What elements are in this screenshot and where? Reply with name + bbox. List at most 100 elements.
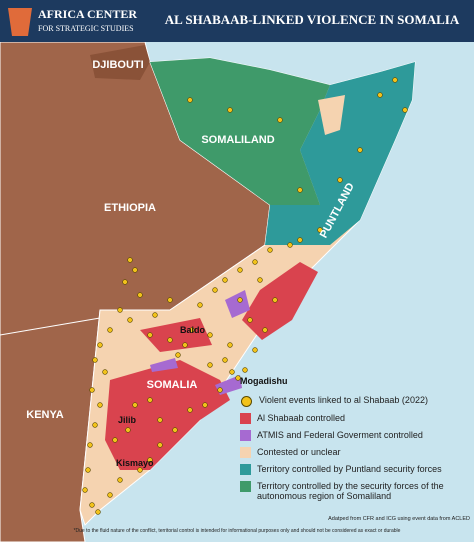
event-dot: [287, 242, 293, 248]
footnote: *Due to the fluid nature of the conflict…: [73, 528, 401, 534]
shabaab-area: [140, 318, 212, 352]
legend-text: Contested or unclear: [257, 447, 341, 457]
event-dot: [172, 427, 178, 433]
event-dot: [82, 487, 88, 493]
event-dot: [317, 227, 323, 233]
event-dot: [187, 97, 193, 103]
legend-swatch: [240, 413, 251, 424]
shabaab-area: [242, 262, 318, 340]
event-dot: [147, 457, 153, 463]
legend-text: Violent events linked to al Shabaab (202…: [259, 395, 428, 405]
event-dot: [227, 107, 233, 113]
event-dot: [92, 422, 98, 428]
event-dot: [102, 369, 108, 375]
logo: [8, 8, 32, 36]
region-label: KENYA: [26, 409, 64, 421]
legend: Violent events linked to al Shabaab (202…: [240, 395, 470, 507]
title: AL SHABAAB-LINKED VIOLENCE IN SOMALIA: [165, 12, 460, 27]
event-dot: [212, 287, 218, 293]
region-label: ETHIOPIA: [104, 202, 156, 214]
event-dot: [202, 402, 208, 408]
event-dot: [197, 302, 203, 308]
legend-item: Al Shabaab controlled: [240, 413, 470, 424]
legend-swatch: [240, 430, 251, 441]
somaliland-shape: [150, 58, 330, 205]
event-dot: [229, 369, 235, 375]
legend-swatch: [240, 464, 251, 475]
legend-swatch: [240, 447, 251, 458]
org-name: AFRICA CENTER: [38, 7, 137, 21]
event-dot: [297, 187, 303, 193]
event-dot: [175, 352, 181, 358]
event-dot: [87, 442, 93, 448]
event-dot: [392, 77, 398, 83]
atmis-area: [150, 358, 178, 372]
org-sub: FOR STRATEGIC STUDIES: [38, 24, 134, 33]
legend-item: Violent events linked to al Shabaab (202…: [240, 395, 470, 407]
legend-text: Al Shabaab controlled: [257, 413, 346, 423]
event-dot: [207, 332, 213, 338]
event-dot: [117, 307, 123, 313]
event-dots: [82, 77, 408, 515]
event-dot: [137, 467, 143, 473]
event-dot: [97, 342, 103, 348]
legend-swatch: [241, 396, 252, 407]
event-dot: [152, 312, 158, 318]
legend-item: Contested or unclear: [240, 447, 470, 458]
legend-item: Territory controlled by Puntland securit…: [240, 464, 470, 475]
event-dot: [267, 247, 273, 253]
event-dot: [272, 297, 278, 303]
event-dot: [207, 362, 213, 368]
event-dot: [222, 357, 228, 363]
event-dot: [167, 297, 173, 303]
event-dot: [125, 427, 131, 433]
event-dot: [157, 442, 163, 448]
event-dot: [337, 177, 343, 183]
event-dot: [402, 107, 408, 113]
event-dot: [235, 375, 241, 381]
event-dot: [127, 317, 133, 323]
event-dot: [167, 337, 173, 343]
event-dot: [107, 492, 113, 498]
event-dot: [189, 327, 195, 333]
event-dot: [122, 279, 128, 285]
event-dot: [242, 367, 248, 373]
legend-item: Territory controlled by the security for…: [240, 481, 470, 501]
event-dot: [217, 387, 223, 393]
contested-patch: [318, 95, 345, 135]
event-dot: [222, 277, 228, 283]
event-dot: [97, 402, 103, 408]
event-dot: [85, 467, 91, 473]
event-dot: [95, 509, 101, 515]
event-dot: [297, 237, 303, 243]
shabaab-area: [105, 360, 230, 470]
city-label: Mogadishu: [240, 376, 288, 386]
region-label: DJIBOUTI: [92, 59, 143, 71]
event-dot: [117, 477, 123, 483]
event-dot: [237, 297, 243, 303]
source: Adatped from CFR and ICG using event dat…: [328, 516, 470, 522]
event-dot: [227, 342, 233, 348]
event-dot: [89, 387, 95, 393]
event-dot: [137, 292, 143, 298]
atmis-area: [225, 290, 250, 318]
event-dot: [252, 347, 258, 353]
legend-text: Territory controlled by the security for…: [257, 481, 444, 501]
event-dot: [157, 417, 163, 423]
event-dot: [112, 437, 118, 443]
city-label: Baido: [180, 325, 206, 335]
event-dot: [132, 267, 138, 273]
city-label: Jilib: [118, 415, 137, 425]
djibouti-shape: [90, 45, 150, 80]
legend-swatch: [240, 481, 251, 492]
region-label: SOMALILAND: [201, 134, 274, 146]
event-dot: [247, 317, 253, 323]
event-dot: [252, 259, 258, 265]
event-dot: [357, 147, 363, 153]
event-dot: [187, 407, 193, 413]
legend-text: ATMIS and Federal Goverment controlled: [257, 430, 423, 440]
legend-item: ATMIS and Federal Goverment controlled: [240, 430, 470, 441]
header-bar: [0, 0, 474, 42]
